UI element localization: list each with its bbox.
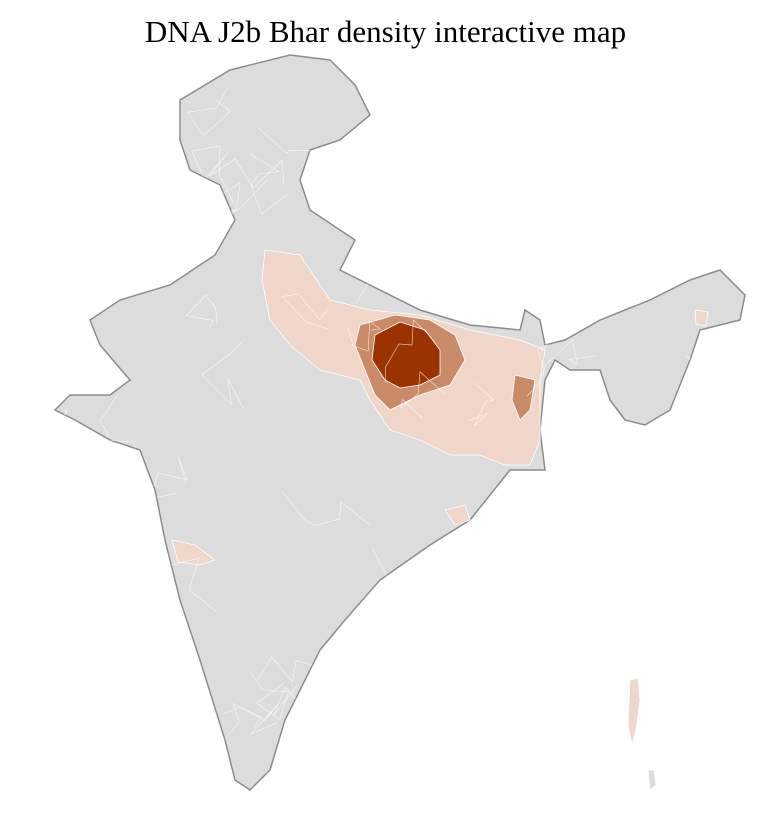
district-border xyxy=(360,592,417,667)
district-border xyxy=(472,170,511,213)
district-border xyxy=(697,663,749,696)
region-low-density-northeast[interactable] xyxy=(695,310,708,326)
district-border xyxy=(686,356,717,397)
district-border xyxy=(114,748,151,789)
district-border xyxy=(663,577,722,599)
district-border xyxy=(318,158,364,193)
district-border xyxy=(616,42,643,73)
district-border xyxy=(690,184,709,233)
district-border xyxy=(82,38,102,96)
district-border xyxy=(694,570,742,604)
india-map[interactable] xyxy=(0,0,771,816)
district-border xyxy=(449,196,505,243)
district-border xyxy=(501,170,566,196)
district-border xyxy=(674,429,715,456)
district-border xyxy=(602,176,660,193)
district-border xyxy=(71,466,121,526)
district-border xyxy=(554,197,594,227)
district-border xyxy=(87,657,172,696)
district-border xyxy=(395,222,442,250)
nicobar-islands[interactable] xyxy=(648,770,656,790)
district-border xyxy=(607,586,641,632)
district-border xyxy=(455,744,524,796)
district-border xyxy=(140,745,183,771)
district-border xyxy=(43,197,91,237)
andaman-islands[interactable] xyxy=(628,678,640,745)
district-border xyxy=(510,90,607,124)
district-border xyxy=(420,557,477,611)
map-container: DNA J2b Bhar density interactive map xyxy=(0,0,771,816)
district-border xyxy=(152,714,169,760)
district-border xyxy=(642,471,684,500)
district-border xyxy=(547,284,575,328)
district-border xyxy=(584,264,623,300)
district-border xyxy=(160,208,213,233)
district-border xyxy=(580,645,620,679)
district-border xyxy=(542,211,590,258)
